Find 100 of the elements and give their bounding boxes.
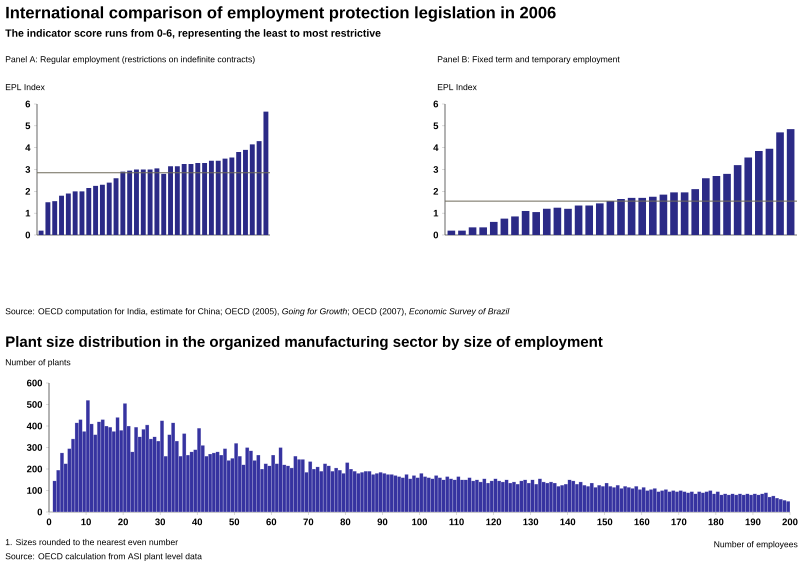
x-tick-label: 170 bbox=[672, 518, 686, 526]
y-tick-label: 100 bbox=[27, 487, 42, 494]
y-tick-label: 4 bbox=[25, 144, 30, 151]
bar bbox=[766, 148, 774, 235]
x-tick-label: 30 bbox=[155, 518, 166, 526]
chart-title: Panel B: Fixed term and temporary employment bbox=[438, 56, 620, 64]
y-tick-label: 0 bbox=[434, 232, 438, 238]
y-tick-label: 6 bbox=[26, 100, 30, 108]
bar bbox=[154, 168, 160, 235]
y-axis-title: Number of plants bbox=[6, 359, 70, 368]
bar bbox=[660, 194, 668, 235]
y-tick-label: 1 bbox=[26, 210, 30, 216]
bar bbox=[585, 206, 594, 235]
x-axis-title: Number of employees bbox=[714, 540, 798, 550]
y-tick-label: 4 bbox=[433, 144, 438, 151]
y-tick-label: 6 bbox=[434, 100, 438, 108]
y-tick-label: 300 bbox=[26, 444, 42, 451]
x-tick-label: 110 bbox=[449, 518, 464, 526]
bar bbox=[606, 201, 614, 235]
bar bbox=[691, 189, 700, 235]
y-tick-label: 1 bbox=[434, 210, 438, 216]
y-tick-label: 5 bbox=[25, 122, 30, 130]
y-tick-label: 3 bbox=[25, 166, 30, 173]
x-tick-label: 40 bbox=[192, 518, 202, 526]
y-tick-label: 2 bbox=[26, 188, 30, 195]
bar bbox=[479, 227, 487, 235]
chart-title: Panel A: Regular employment (restrictions on indefinite contracts) bbox=[6, 56, 255, 64]
bar bbox=[188, 164, 194, 235]
bar bbox=[195, 162, 200, 235]
x-tick-label: 90 bbox=[378, 518, 388, 526]
bar bbox=[554, 208, 562, 235]
bar bbox=[59, 196, 64, 235]
x-tick-label: 190 bbox=[746, 518, 760, 526]
x-tick-label: 160 bbox=[634, 518, 650, 526]
bar bbox=[712, 176, 720, 235]
x-tick-label: 130 bbox=[523, 518, 538, 526]
source-note: Source: OECD computation for India, estimate for China; OECD (2005), Going for Growth; OECD (2007), Economic Survey of Brazil bbox=[6, 308, 510, 316]
bar bbox=[596, 203, 604, 235]
bar bbox=[243, 150, 248, 235]
y-tick-label: 0 bbox=[38, 508, 42, 516]
bar bbox=[80, 191, 84, 235]
x-tick-label: 120 bbox=[486, 518, 502, 526]
bar bbox=[458, 230, 466, 235]
bar bbox=[100, 184, 105, 235]
bar bbox=[680, 192, 688, 235]
bar bbox=[208, 160, 214, 235]
bar bbox=[114, 178, 118, 235]
bar bbox=[786, 129, 794, 235]
source-note: Source: OECD calculation from ASI plant level data bbox=[6, 553, 202, 562]
y-axis-title: EPL Index bbox=[438, 84, 477, 90]
bar bbox=[161, 174, 166, 235]
y-tick-label: 200 bbox=[26, 466, 42, 472]
bar bbox=[574, 206, 582, 235]
bar bbox=[263, 112, 268, 235]
bar bbox=[617, 198, 625, 235]
bar bbox=[702, 178, 710, 235]
bar bbox=[134, 170, 139, 235]
bar bbox=[628, 198, 636, 235]
bar bbox=[542, 208, 551, 235]
bar bbox=[564, 208, 572, 235]
bar bbox=[222, 158, 228, 235]
bar bbox=[168, 166, 173, 235]
bar bbox=[202, 162, 208, 235]
bar bbox=[448, 230, 456, 235]
x-tick-label: 0 bbox=[46, 518, 52, 526]
bar bbox=[500, 218, 508, 235]
text: 1. Sizes rounded to the nearest even number bbox=[6, 538, 178, 546]
y-tick-label: 5 bbox=[433, 122, 438, 130]
bar bbox=[532, 212, 540, 235]
bar bbox=[216, 160, 221, 235]
x-tick-label: 50 bbox=[229, 518, 240, 526]
y-tick-label: 500 bbox=[26, 401, 42, 408]
x-tick-label: 200 bbox=[782, 518, 798, 526]
bar bbox=[744, 157, 752, 235]
y-tick-label: 400 bbox=[26, 422, 42, 430]
x-tick-label: 20 bbox=[118, 518, 128, 526]
bar bbox=[776, 132, 784, 235]
text: The indicator score runs from 0-6, representing the least to most restrictive bbox=[5, 29, 381, 39]
bar bbox=[490, 222, 498, 235]
bar bbox=[86, 188, 92, 235]
y-tick-label: 600 bbox=[26, 380, 42, 386]
bar bbox=[52, 201, 58, 235]
x-tick-label: 10 bbox=[81, 518, 91, 526]
bar bbox=[670, 192, 678, 235]
bar bbox=[723, 174, 731, 235]
bar bbox=[468, 227, 476, 235]
bar bbox=[511, 216, 519, 235]
bar bbox=[256, 141, 262, 235]
bar bbox=[106, 182, 112, 235]
x-tick-label: 100 bbox=[412, 518, 428, 526]
y-tick-label: 3 bbox=[433, 166, 438, 173]
bar bbox=[734, 165, 742, 235]
x-tick-label: 150 bbox=[597, 518, 612, 526]
chart-title: Plant size distribution in the organized manufacturing sector by size of employment bbox=[6, 336, 603, 350]
bar bbox=[140, 170, 146, 235]
bar bbox=[38, 230, 44, 235]
bar bbox=[522, 210, 530, 235]
x-tick-label: 80 bbox=[340, 518, 350, 526]
y-tick-label: 2 bbox=[434, 188, 438, 195]
x-tick-label: 60 bbox=[266, 518, 276, 526]
